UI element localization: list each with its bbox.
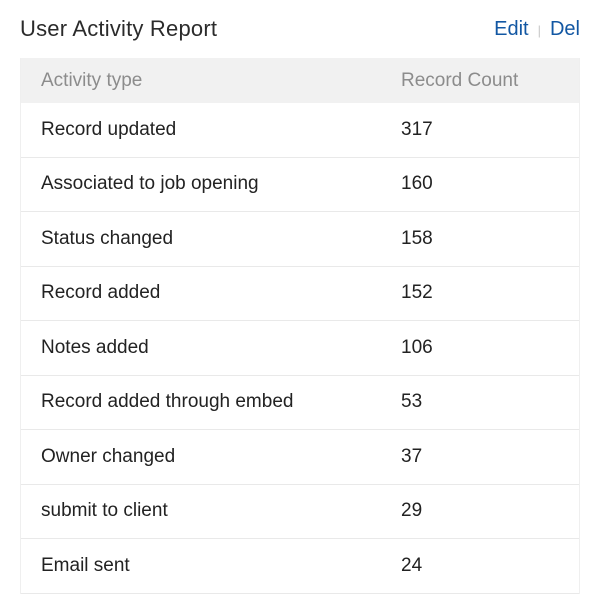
del-link[interactable]: Del bbox=[549, 17, 580, 40]
record-count-cell: 37 bbox=[401, 445, 423, 467]
record-count-cell: 160 bbox=[401, 173, 433, 195]
activity-type-cell: Record updated bbox=[41, 118, 177, 140]
table-row: Email sent 24 bbox=[21, 539, 579, 594]
table-header-row: Activity type Record Count bbox=[21, 58, 579, 103]
activity-type-cell: submit to client bbox=[41, 500, 168, 522]
record-count-cell: 158 bbox=[401, 227, 433, 249]
activity-type-cell: Associated to job opening bbox=[41, 173, 259, 195]
activity-type-cell: Owner changed bbox=[41, 445, 176, 467]
table-row: Record updated 317 bbox=[21, 103, 579, 158]
activity-type-cell: Notes added bbox=[41, 336, 149, 358]
page-title: User Activity Report bbox=[20, 16, 218, 41]
activity-table: Activity type Record Count Record update… bbox=[20, 58, 580, 594]
table-row: Record added through embed 53 bbox=[21, 375, 579, 430]
table-row: Status changed 158 bbox=[21, 212, 579, 267]
edit-link[interactable]: Edit bbox=[494, 17, 529, 40]
table-row: Owner changed 37 bbox=[21, 430, 579, 485]
report-actions: Edit | Del bbox=[494, 18, 580, 41]
report-header: User Activity Report Edit | Del bbox=[0, 0, 600, 58]
column-header-activity-type: Activity type bbox=[41, 69, 143, 91]
record-count-cell: 53 bbox=[401, 391, 423, 413]
record-count-cell: 106 bbox=[401, 336, 433, 358]
record-count-cell: 29 bbox=[401, 500, 423, 522]
activity-type-cell: Record added bbox=[41, 282, 161, 304]
record-count-cell: 317 bbox=[401, 118, 433, 140]
record-count-cell: 152 bbox=[401, 282, 433, 304]
table-row: Associated to job opening 160 bbox=[21, 157, 579, 212]
action-divider: | bbox=[537, 22, 541, 38]
record-count-cell: 24 bbox=[401, 554, 423, 576]
table-row: Record added 152 bbox=[21, 266, 579, 321]
activity-type-cell: Email sent bbox=[41, 554, 130, 576]
table-row: Notes added 106 bbox=[21, 321, 579, 376]
activity-type-cell: Status changed bbox=[41, 227, 174, 249]
table-row: submit to client 29 bbox=[21, 484, 579, 539]
column-header-record-count: Record Count bbox=[401, 69, 519, 91]
activity-type-cell: Record added through embed bbox=[41, 391, 294, 413]
